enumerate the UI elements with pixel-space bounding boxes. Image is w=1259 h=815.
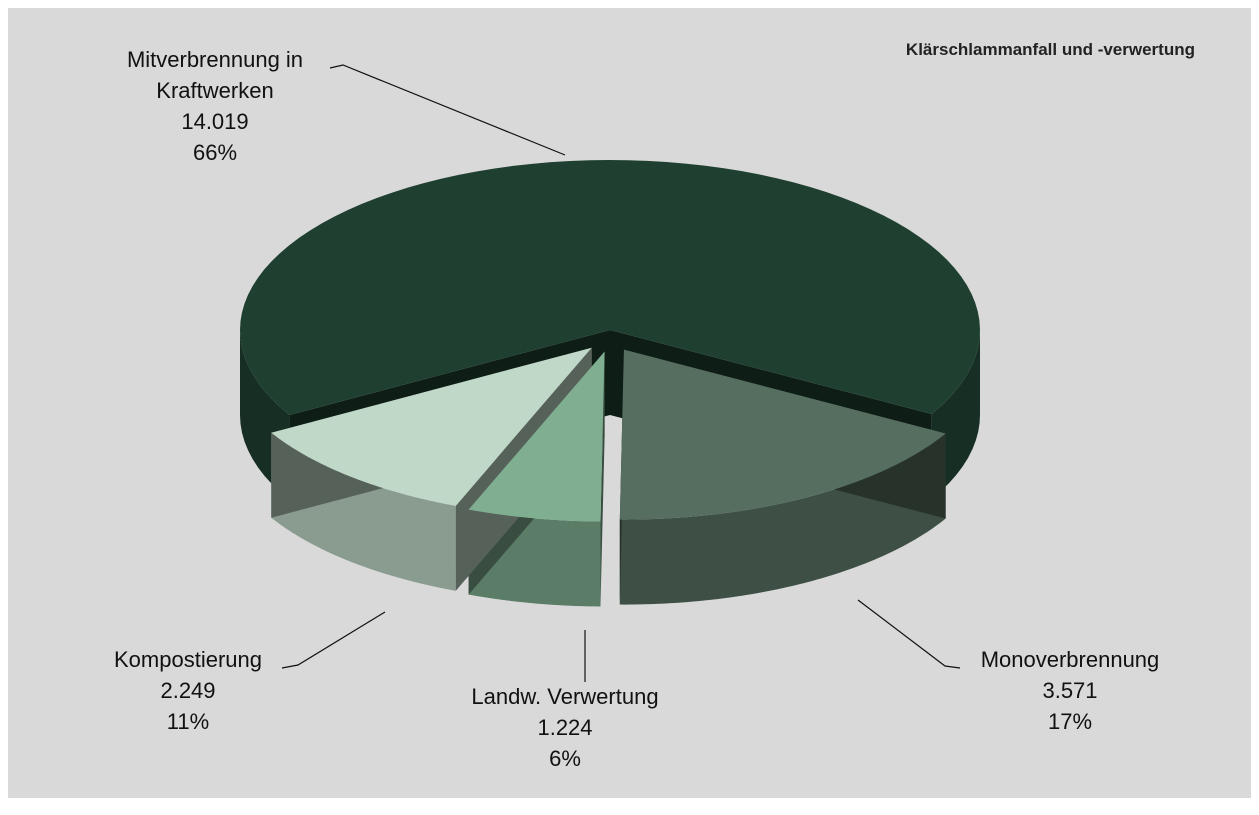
slice: [468, 351, 605, 522]
slice: [240, 160, 980, 415]
value-label: 3.571: [1042, 678, 1098, 703]
leader-line: [329, 64, 566, 156]
leader-line: [857, 599, 961, 669]
slice: [271, 347, 592, 506]
value-label: 14.019: [181, 109, 249, 134]
pie-tops: [240, 160, 980, 522]
value-label: 2.249: [160, 678, 216, 703]
category-label: Kompostierung: [114, 647, 262, 672]
percent-label: 11%: [166, 709, 210, 734]
slice-label: Landw. Verwertung 1.224 6%: [445, 681, 685, 774]
slice-side: [619, 433, 946, 605]
leader-line: [281, 611, 386, 669]
slice-label: Monoverbrennung 3.571 17%: [950, 644, 1190, 737]
category-label: Landw. Verwertung: [471, 684, 659, 709]
slice: [619, 349, 946, 520]
percent-label: 66%: [192, 140, 238, 165]
value-label: 1.224: [537, 715, 593, 740]
slice-label: Kompostierung 2.249 11%: [68, 644, 308, 737]
slice-label: Mitverbrennung in Kraftwerken 14.019 66%: [95, 44, 335, 168]
percent-label: 6%: [549, 746, 581, 771]
category-label: Monoverbrennung: [980, 647, 1160, 672]
chart-title: Klärschlammanfall und -verwertung: [905, 40, 1195, 59]
pie: [240, 160, 980, 607]
category-label: Mitverbrennung in Kraftwerken: [126, 47, 304, 103]
percent-label: 17%: [1047, 709, 1093, 734]
